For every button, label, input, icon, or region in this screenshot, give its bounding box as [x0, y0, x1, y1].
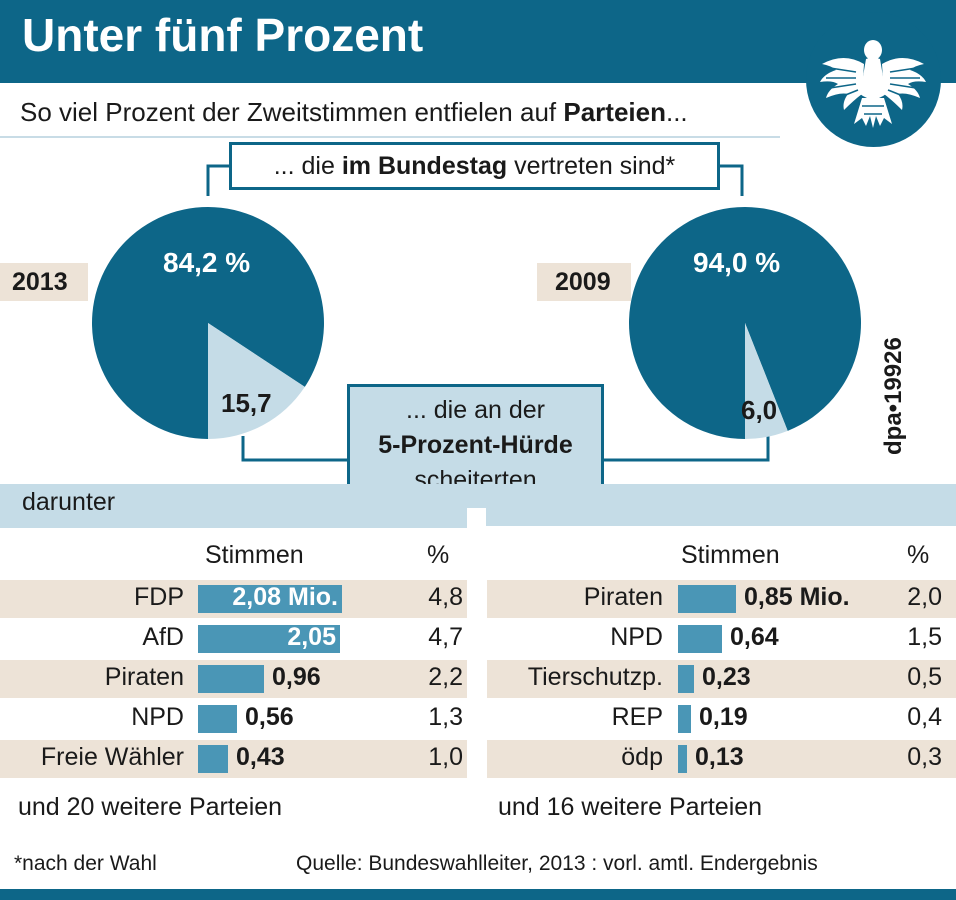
credit-text: dpa•19926 [880, 337, 907, 455]
darunter-band-gap [467, 508, 486, 528]
subtitle-text: So viel Prozent der Zweitstimmen entfiel… [20, 97, 564, 127]
pct-label-2013-4: 1,0 [428, 743, 463, 771]
vote-bar-2009-1 [678, 625, 722, 653]
col-head-pct-2013: % [427, 541, 450, 569]
year-label-2013: 2013 [0, 263, 88, 301]
party-label-2013-4: Freie Wähler [40, 743, 184, 771]
vote-label-2009-4: 0,13 [695, 743, 744, 771]
pct-label-2009-3: 0,4 [907, 703, 942, 731]
separator-line [0, 136, 780, 138]
pie-2009-small-label: 6,0 [741, 395, 778, 425]
pie-charts [92, 206, 861, 439]
connector-mid-right [604, 436, 770, 462]
connector-top-left [206, 164, 229, 196]
darunter-band-left-ext [0, 518, 467, 528]
party-label-2009-0: Piraten [583, 583, 663, 611]
pie-slice-2013-bundestag [92, 207, 325, 439]
connector-mid-left [241, 436, 347, 462]
pie-2013-main-label: 84,2 % [163, 247, 251, 278]
pie-slice-2009-gescheitert [745, 323, 788, 439]
vote-label-2013-4: 0,43 [236, 743, 285, 771]
vote-bar-2013-3 [198, 705, 237, 733]
vote-bar-2009-3 [678, 705, 691, 733]
subtitle: So viel Prozent der Zweitstimmen entfiel… [20, 97, 688, 128]
pie-chart-2013 [92, 207, 325, 439]
pct-label-2013-2: 2,2 [428, 663, 463, 691]
connector-lines [206, 164, 770, 462]
subtitle-emphasis: Parteien [563, 97, 666, 127]
party-label-2013-0: FDP [134, 583, 184, 611]
page-title: Unter fünf Prozent [22, 9, 424, 61]
pct-label-2009-1: 1,5 [907, 623, 942, 651]
vote-label-2009-1: 0,64 [730, 623, 779, 651]
hurdle-box-line1: ... die an der [406, 396, 545, 424]
header-bar [0, 0, 956, 83]
vote-bar-2009-4 [678, 745, 687, 773]
source-note: Quelle: Bundeswahlleiter, 2013 : vorl. a… [296, 852, 818, 875]
row-bg-2013-4 [0, 740, 467, 778]
pct-label-2013-0: 4,8 [428, 583, 463, 611]
pie-2009-main-label: 94,0 % [693, 247, 781, 278]
bundestag-box: ... die im Bundestag vertreten sind* [229, 142, 720, 190]
pct-label-2009-2: 0,5 [907, 663, 942, 691]
pie-slice-2013-gescheitert [208, 323, 305, 439]
connector-top-right [720, 164, 744, 196]
col-head-votes-2013: Stimmen [205, 541, 304, 569]
vote-label-2013-2: 0,96 [272, 663, 321, 691]
row-bg-2009-4 [487, 740, 956, 778]
party-label-2013-3: NPD [131, 703, 184, 731]
party-label-2009-4: ödp [621, 743, 663, 771]
bottom-bar [0, 889, 956, 900]
bundestag-box-bold: im Bundestag [341, 152, 508, 180]
col-head-votes-2009: Stimmen [681, 541, 780, 569]
eagle-icon [820, 40, 926, 128]
pct-label-2009-0: 2,0 [907, 583, 942, 611]
year-label-2009: 2009 [537, 263, 631, 301]
vote-bar-2013-0 [198, 585, 342, 613]
pie-chart-2009 [628, 206, 861, 439]
party-label-2009-2: Tierschutzp. [527, 663, 663, 691]
subtitle-ellipsis: ... [665, 97, 688, 127]
bundestag-eagle-emblem [806, 12, 941, 147]
pct-label-2013-1: 4,7 [428, 623, 463, 651]
vote-bar-2013-1 [198, 625, 340, 653]
vote-bar-2009-2 [678, 665, 694, 693]
vote-bar-2009-0 [678, 585, 736, 613]
pie-2013-small-label: 15,7 [221, 388, 272, 418]
row-bg-2009-2 [487, 660, 956, 698]
footnote: *nach der Wahl [14, 852, 157, 875]
darunter-label: darunter [22, 488, 116, 516]
hurdle-box-line2: 5-Prozent-Hürde [378, 431, 573, 459]
party-label-2009-1: NPD [610, 623, 663, 651]
bundestag-box-post: vertreten sind* [507, 152, 676, 180]
more-parties-2013: und 20 weitere Parteien [18, 793, 283, 821]
more-parties-2009: und 16 weitere Parteien [498, 793, 763, 821]
pct-label-2013-3: 1,3 [428, 703, 463, 731]
vote-label-2009-2: 0,23 [702, 663, 751, 691]
vote-label-2013-1: 2,05 [287, 623, 336, 651]
vote-bar-2013-4 [198, 745, 228, 773]
bundestag-box-pre: ... die [273, 152, 342, 180]
vote-label-2009-0: 0,85 Mio. [744, 583, 850, 611]
vote-bar-2013-2 [198, 665, 264, 693]
pie-slice-2009-bundestag [628, 206, 861, 439]
col-head-pct-2009: % [907, 541, 930, 569]
vote-label-2009-3: 0,19 [699, 703, 748, 731]
pct-label-2009-4: 0,3 [907, 743, 942, 771]
party-label-2013-2: Piraten [104, 663, 184, 691]
vote-label-2013-0: 2,08 Mio. [232, 583, 338, 611]
vote-label-2013-3: 0,56 [245, 703, 294, 731]
party-label-2013-1: AfD [142, 623, 184, 651]
party-label-2009-3: REP [611, 703, 663, 731]
